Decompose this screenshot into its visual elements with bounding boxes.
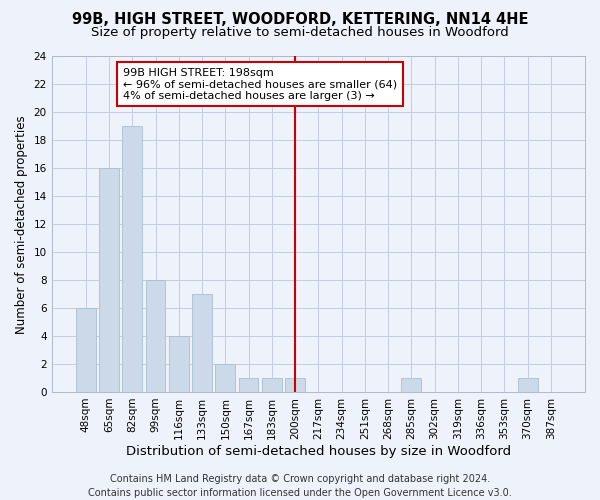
X-axis label: Distribution of semi-detached houses by size in Woodford: Distribution of semi-detached houses by … xyxy=(126,444,511,458)
Bar xyxy=(169,336,188,392)
Bar xyxy=(401,378,421,392)
Bar xyxy=(518,378,538,392)
Bar xyxy=(239,378,259,392)
Bar xyxy=(99,168,119,392)
Bar xyxy=(262,378,282,392)
Bar xyxy=(285,378,305,392)
Bar xyxy=(76,308,95,392)
Bar xyxy=(215,364,235,392)
Bar xyxy=(146,280,166,392)
Text: Size of property relative to semi-detached houses in Woodford: Size of property relative to semi-detach… xyxy=(91,26,509,39)
Bar xyxy=(192,294,212,392)
Text: Contains HM Land Registry data © Crown copyright and database right 2024.
Contai: Contains HM Land Registry data © Crown c… xyxy=(88,474,512,498)
Y-axis label: Number of semi-detached properties: Number of semi-detached properties xyxy=(15,115,28,334)
Text: 99B, HIGH STREET, WOODFORD, KETTERING, NN14 4HE: 99B, HIGH STREET, WOODFORD, KETTERING, N… xyxy=(72,12,528,28)
Text: 99B HIGH STREET: 198sqm
← 96% of semi-detached houses are smaller (64)
4% of sem: 99B HIGH STREET: 198sqm ← 96% of semi-de… xyxy=(123,68,397,101)
Bar xyxy=(122,126,142,392)
